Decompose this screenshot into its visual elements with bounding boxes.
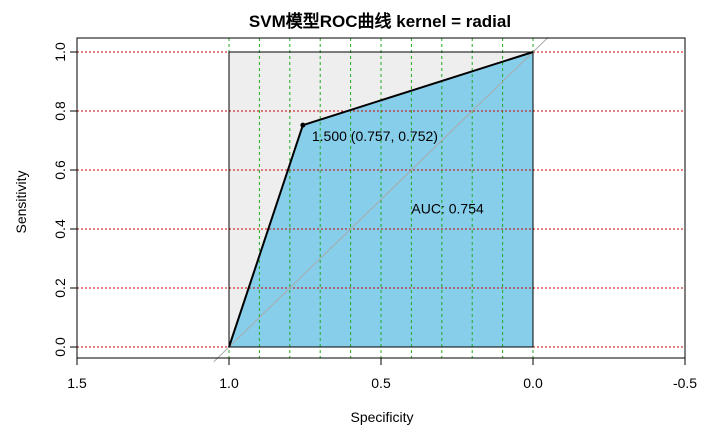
chance-diagonal bbox=[213, 36, 549, 363]
auc-annotation: AUC: 0.754 bbox=[411, 200, 484, 216]
x-axis-label: Specificity bbox=[350, 409, 413, 425]
y-tick-label-4: 0.8 bbox=[52, 101, 68, 121]
threshold-annotation: 1.500 (0.757, 0.752) bbox=[312, 128, 438, 144]
x-tick-label-3: 0.0 bbox=[523, 375, 543, 391]
y-tick-label-3: 0.6 bbox=[52, 160, 68, 180]
chart-title: SVM模型ROC曲线 kernel = radial bbox=[249, 11, 511, 31]
x-tick-label-1: 1.0 bbox=[219, 375, 239, 391]
y-tick-label-0: 0.0 bbox=[52, 337, 68, 357]
y-tick-label-1: 0.2 bbox=[52, 278, 68, 298]
x-tick-label-4: -0.5 bbox=[673, 375, 697, 391]
x-tick-label-0: 1.5 bbox=[67, 375, 87, 391]
y-axis-label: Sensitivity bbox=[13, 170, 29, 233]
y-tick-label-2: 0.4 bbox=[52, 219, 68, 239]
x-tick-label-2: 0.5 bbox=[371, 375, 391, 391]
auc-box-outline bbox=[228, 51, 534, 348]
threshold-point bbox=[300, 122, 306, 128]
y-tick-label-5: 1.0 bbox=[52, 42, 68, 62]
